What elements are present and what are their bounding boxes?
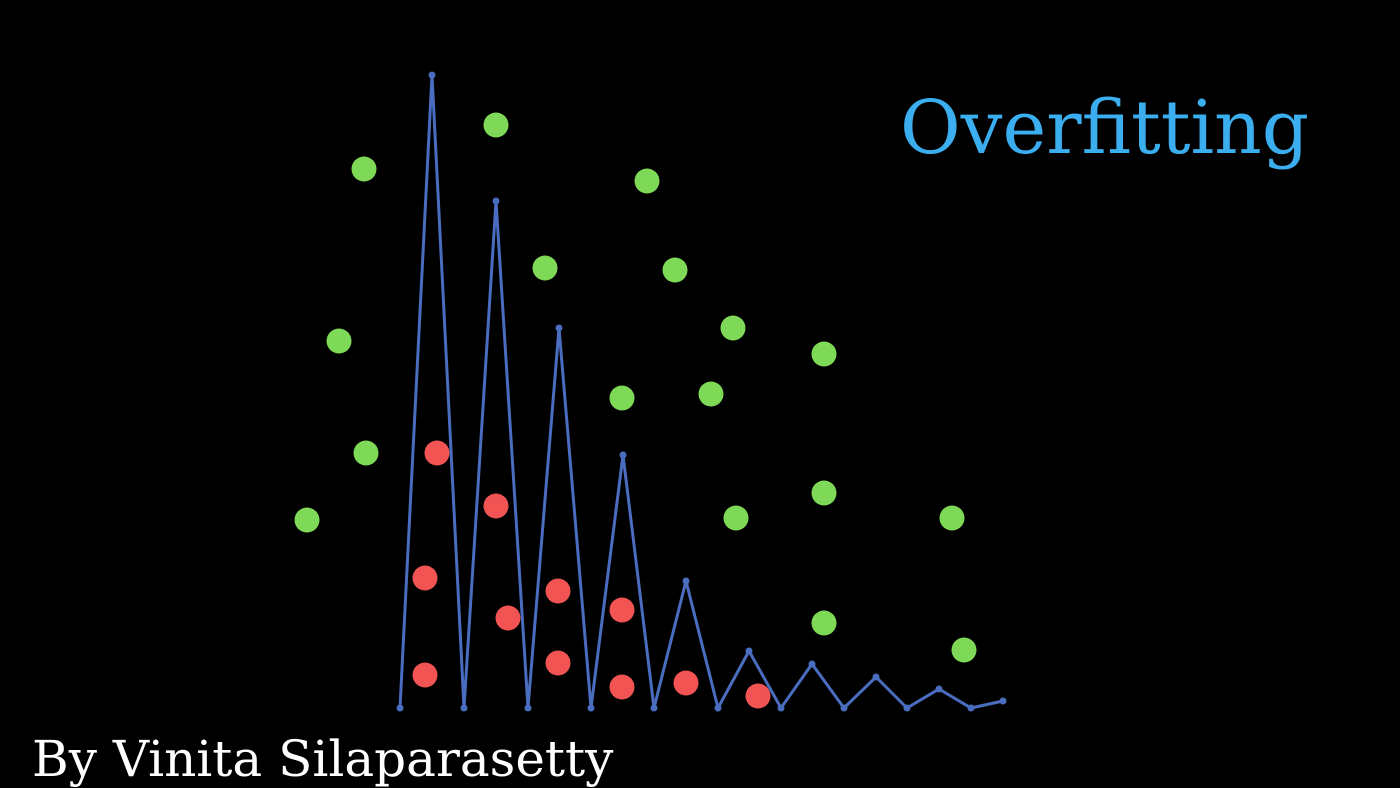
- red-data-point: [609, 674, 635, 700]
- curve-vertex: [555, 324, 563, 332]
- green-data-point: [532, 255, 558, 281]
- curve-vertex: [777, 704, 785, 712]
- green-data-point: [698, 381, 724, 407]
- green-data-point: [351, 156, 377, 182]
- curve-vertex: [587, 704, 595, 712]
- overfit-curve-line: [398, 74, 1004, 713]
- author-byline: By Vinita Silaparasetty: [32, 730, 614, 788]
- red-data-point: [673, 670, 699, 696]
- red-data-point: [412, 662, 438, 688]
- green-data-point: [326, 328, 352, 354]
- curve-vertex: [460, 704, 468, 712]
- green-data-point: [662, 257, 688, 283]
- green-data-point: [720, 315, 746, 341]
- red-data-point: [745, 683, 771, 709]
- green-data-point: [939, 505, 965, 531]
- curve-vertex: [650, 704, 658, 712]
- curve-vertex: [840, 704, 848, 712]
- curve-vertex: [428, 71, 436, 79]
- data-points-layer: [294, 112, 977, 709]
- green-data-point: [811, 341, 837, 367]
- green-data-point: [811, 610, 837, 636]
- curve-vertex: [903, 704, 911, 712]
- curve-vertex: [492, 197, 500, 205]
- green-data-point: [951, 637, 977, 663]
- curve-vertex: [619, 451, 627, 459]
- curve-vertex: [967, 704, 975, 712]
- curve-vertex: [872, 673, 880, 681]
- red-data-point: [609, 597, 635, 623]
- red-data-point: [545, 650, 571, 676]
- red-data-point: [545, 578, 571, 604]
- green-data-point: [811, 480, 837, 506]
- green-data-point: [723, 505, 749, 531]
- red-data-point: [412, 565, 438, 591]
- curve-vertex: [714, 704, 722, 712]
- diagram-title: Overfitting: [900, 85, 1309, 171]
- curve-vertex: [745, 647, 753, 655]
- green-data-point: [483, 112, 509, 138]
- overfit-curve-layer: [396, 71, 1007, 713]
- curve-vertex: [524, 704, 532, 712]
- green-data-point: [353, 440, 379, 466]
- curve-vertex: [935, 685, 943, 693]
- green-data-point: [634, 168, 660, 194]
- curve-vertex: [682, 577, 690, 585]
- curve-vertex: [808, 660, 816, 668]
- red-data-point: [495, 605, 521, 631]
- curve-vertex: [999, 697, 1007, 705]
- red-data-point: [424, 440, 450, 466]
- green-data-point: [294, 507, 320, 533]
- green-data-point: [609, 385, 635, 411]
- curve-vertex: [396, 704, 404, 712]
- red-data-point: [483, 493, 509, 519]
